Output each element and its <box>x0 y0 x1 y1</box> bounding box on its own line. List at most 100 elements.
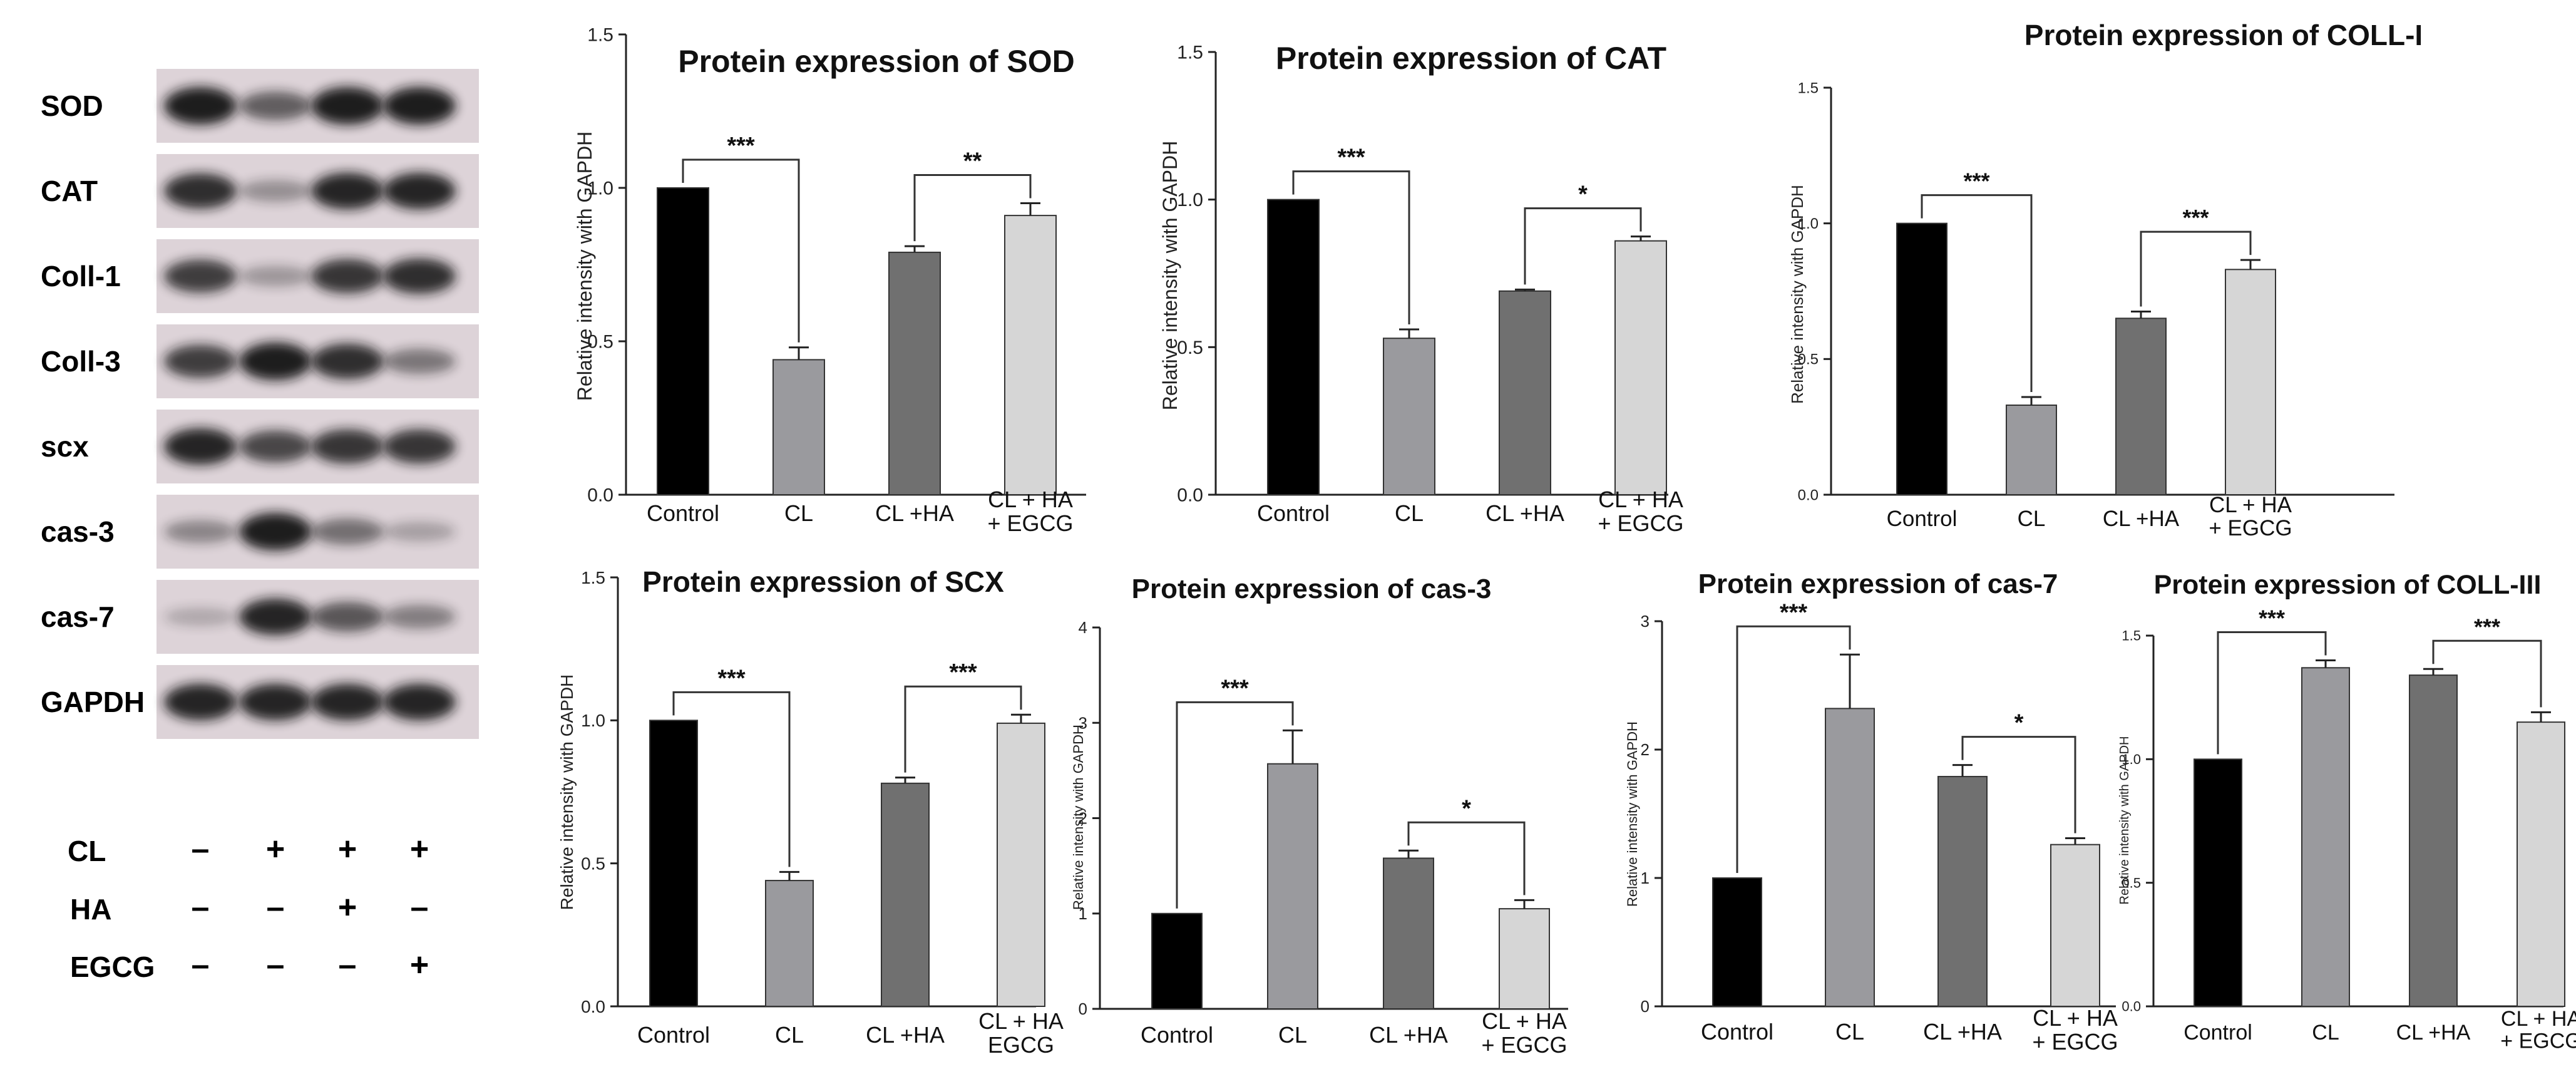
blot-label-cas-7: cas-7 <box>41 601 115 633</box>
bar-cl <box>1267 763 1318 1010</box>
band-scx-lane-2 <box>239 430 312 463</box>
band-cas-3-lane-1 <box>164 520 237 544</box>
significance-label: * <box>2014 710 2024 736</box>
y-tick-label: 1.5 <box>1177 43 1203 63</box>
y-axis-label: Relative intensity with GAPDH <box>1070 725 1086 910</box>
y-axis-label: Relative intensity with GAPDH <box>2118 736 2132 905</box>
treatment-sign-cl-3: + <box>338 831 357 867</box>
bar-cl <box>772 359 825 496</box>
bar-cl-ha <box>881 782 930 1008</box>
y-tick-label: 1.0 <box>1798 215 1819 232</box>
band-scx-lane-1 <box>164 428 237 465</box>
bar-cl-ha-egcg <box>1614 240 1667 495</box>
chart-protein-expression-of-cat: Protein expression of CAT 0.0 0.5 1.0 1.5 Rel… <box>1159 41 1684 536</box>
significance-bracket <box>2217 631 2327 755</box>
y-tick-label: 1.5 <box>2122 628 2141 644</box>
significance-label: *** <box>717 665 746 691</box>
bar-cl-ha-egcg <box>997 722 1045 1008</box>
x-category-label-cl: CL <box>775 1022 804 1048</box>
western-blot-panel: SOD CAT Coll-1 Coll-3 scx cas-3 cas-7 GAPDH CL – +… <box>41 69 479 983</box>
significance-label: *** <box>2259 605 2285 631</box>
significance-label: *** <box>2182 205 2209 230</box>
bar-control <box>2194 758 2242 1008</box>
treatment-label-egcg: EGCG <box>70 951 155 983</box>
treatment-sign-ha-1: – <box>192 889 210 926</box>
bar-cl <box>2006 405 2057 495</box>
bar-cl-ha-egcg <box>1499 908 1550 1009</box>
band-cas-7-lane-2 <box>239 598 312 636</box>
treatment-sign-cl-2: + <box>266 831 285 867</box>
band-cas-3-lane-2 <box>239 512 312 551</box>
significance-bracket <box>672 691 791 867</box>
chart-title: Protein expression of COLL-I <box>2024 19 2423 51</box>
chart-title: Protein expression of cas-7 <box>1698 569 2058 599</box>
x-category-label-cl-ha: CL +HA <box>1486 500 1564 526</box>
bar-cl-ha-egcg <box>2517 721 2565 1007</box>
y-tick-label: 1.5 <box>1798 80 1819 96</box>
bar-cl-ha <box>1499 290 1551 495</box>
blot-label-scx: scx <box>41 430 89 463</box>
band-cat-lane-1 <box>164 173 237 209</box>
treatment-sign-cl-4: + <box>410 831 429 867</box>
x-category-label-control: Control <box>2183 1021 2252 1045</box>
significance-label: *** <box>1221 675 1249 701</box>
band-coll-3-lane-2 <box>239 342 312 381</box>
bar-control <box>649 720 698 1008</box>
x-category-label-cl-ha: CL +HA <box>875 500 954 526</box>
y-axis-label: Relative intensity with GAPDH <box>573 132 596 401</box>
y-tick-label: 0.0 <box>1177 485 1203 506</box>
bar-control <box>1151 912 1203 1009</box>
y-tick-label: 1.5 <box>581 568 605 587</box>
blot-label-sod: SOD <box>41 90 103 122</box>
significance-label: *** <box>2474 614 2500 639</box>
treatment-sign-egcg-3: – <box>339 947 357 983</box>
chart-protein-expression-of-cas-7: Protein expression of cas-7 0 1 2 3 Relative … <box>1624 569 2118 1055</box>
x-category-label-cl-ha: CL +HA <box>866 1022 945 1048</box>
band-cat-lane-3 <box>311 172 384 210</box>
band-cat-lane-4 <box>383 172 456 210</box>
band-gapdh-lane-4 <box>383 683 456 721</box>
x-category-label-cl: CL <box>1395 500 1424 526</box>
chart-title: Protein expression of SOD <box>678 44 1074 79</box>
treatment-sign-ha-4: – <box>411 889 429 926</box>
band-scx-lane-4 <box>383 429 456 464</box>
treatment-label-cl: CL <box>68 835 106 867</box>
y-tick-label: 1.0 <box>587 178 613 199</box>
y-tick-label: 1 <box>1079 904 1087 923</box>
x-category-label-cl-ha-egcg: CL + HA + EGCG <box>1481 1008 1567 1058</box>
band-gapdh-lane-2 <box>239 683 312 721</box>
chart-title: Protein expression of SCX <box>642 565 1004 598</box>
chart-protein-expression-of-coll-iii: Protein expression of COLL-III 0.0 0.5 1.0 1… <box>2118 570 2576 1053</box>
significance-label: *** <box>949 659 977 686</box>
y-tick-label: 2 <box>1641 740 1650 759</box>
treatment-sign-egcg-4: + <box>410 947 429 983</box>
y-tick-label: 3 <box>1079 713 1087 732</box>
x-category-label-cl: CL <box>1835 1019 1864 1045</box>
bar-cl-ha-egcg <box>1004 215 1057 495</box>
bar-control <box>1712 877 1762 1007</box>
band-sod-lane-3 <box>311 86 384 125</box>
y-axis-label: Relative intensity with GAPDH <box>557 674 577 911</box>
y-tick-label: 0.5 <box>2122 875 2141 890</box>
significance-bracket <box>2140 230 2252 307</box>
y-tick-label: 0.0 <box>581 997 605 1016</box>
bar-cl-ha <box>888 251 941 495</box>
y-tick-label: 0 <box>1079 999 1087 1018</box>
significance-label: *** <box>1963 168 1989 194</box>
x-category-label-cl-ha-egcg: CL + HA + EGCG <box>2032 1005 2118 1055</box>
y-tick-label: 0.5 <box>1177 338 1203 358</box>
treatment-sign-egcg-2: – <box>267 947 285 983</box>
significance-bracket <box>1292 170 1410 325</box>
y-tick-label: 1.0 <box>2122 751 2141 767</box>
bar-cl-ha <box>2409 674 2458 1007</box>
band-cas-7-lane-4 <box>383 604 456 629</box>
blot-label-coll-3: Coll-3 <box>41 345 121 378</box>
y-tick-label: 0.0 <box>1798 487 1819 503</box>
band-gapdh-lane-3 <box>311 683 384 721</box>
y-tick-label: 1.0 <box>581 711 605 730</box>
bar-control <box>1896 222 1947 495</box>
chart-title: Protein expression of cas-3 <box>1132 574 1492 604</box>
y-axis-label: Relative intensity with GAPDH <box>1624 721 1640 907</box>
treatment-sign-ha-2: – <box>267 889 285 926</box>
